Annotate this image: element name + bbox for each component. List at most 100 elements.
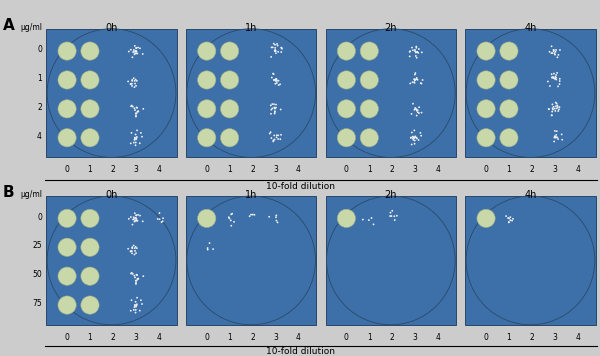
Circle shape (477, 71, 495, 89)
Text: 0: 0 (37, 213, 42, 221)
Circle shape (337, 209, 356, 227)
Circle shape (134, 50, 136, 52)
Circle shape (135, 50, 137, 52)
Circle shape (414, 49, 416, 51)
Text: 2: 2 (110, 165, 115, 174)
Circle shape (134, 312, 136, 314)
Circle shape (396, 215, 398, 217)
Circle shape (133, 49, 135, 51)
Circle shape (337, 129, 356, 147)
Circle shape (134, 253, 136, 255)
Circle shape (360, 42, 379, 60)
Circle shape (556, 108, 558, 109)
Circle shape (500, 71, 518, 89)
Circle shape (136, 274, 138, 276)
Circle shape (412, 137, 414, 139)
Circle shape (412, 139, 414, 141)
Circle shape (269, 132, 271, 135)
Text: 10-fold dilution: 10-fold dilution (265, 347, 335, 356)
Circle shape (273, 79, 275, 81)
Circle shape (556, 136, 557, 138)
Circle shape (507, 217, 509, 219)
Circle shape (133, 275, 136, 277)
Circle shape (505, 215, 507, 217)
Circle shape (415, 72, 416, 74)
FancyBboxPatch shape (326, 29, 456, 157)
Circle shape (418, 139, 419, 141)
Text: 0: 0 (484, 333, 488, 341)
Circle shape (409, 56, 410, 57)
Circle shape (508, 221, 510, 223)
Circle shape (58, 296, 76, 314)
Circle shape (554, 137, 556, 138)
Circle shape (270, 113, 272, 115)
Text: 0: 0 (205, 165, 209, 174)
Circle shape (131, 80, 133, 82)
Circle shape (131, 56, 133, 58)
Circle shape (281, 48, 283, 49)
Circle shape (136, 247, 138, 249)
Circle shape (413, 82, 415, 84)
Circle shape (134, 277, 136, 278)
Circle shape (137, 214, 139, 216)
Text: 2h: 2h (385, 23, 397, 33)
Circle shape (139, 310, 140, 312)
Circle shape (337, 100, 356, 118)
Circle shape (272, 73, 274, 74)
Circle shape (421, 83, 422, 84)
Circle shape (130, 83, 131, 85)
Circle shape (389, 212, 391, 214)
Text: 1: 1 (227, 333, 232, 341)
Text: 2: 2 (390, 165, 395, 174)
Circle shape (559, 80, 560, 82)
Text: 2: 2 (37, 103, 42, 112)
Text: 3: 3 (133, 165, 138, 174)
Circle shape (555, 134, 557, 136)
Circle shape (133, 51, 135, 53)
Circle shape (142, 220, 143, 222)
Circle shape (136, 80, 138, 82)
Circle shape (477, 209, 495, 227)
Text: 3: 3 (552, 333, 557, 341)
Circle shape (275, 80, 277, 82)
Circle shape (417, 52, 419, 54)
Text: 0: 0 (205, 333, 209, 341)
Text: 1: 1 (506, 333, 511, 341)
Circle shape (360, 100, 379, 118)
Circle shape (131, 252, 133, 254)
Circle shape (422, 79, 424, 81)
Text: 1: 1 (367, 333, 371, 341)
Circle shape (274, 83, 276, 85)
Circle shape (136, 130, 138, 131)
Circle shape (556, 105, 559, 106)
Circle shape (230, 214, 232, 215)
Circle shape (554, 78, 556, 80)
Text: 3: 3 (133, 333, 138, 341)
Circle shape (136, 220, 139, 222)
Text: 3: 3 (273, 333, 278, 341)
Text: μg/ml: μg/ml (20, 190, 42, 199)
Circle shape (130, 83, 132, 85)
Text: 0: 0 (344, 333, 349, 341)
Circle shape (139, 142, 140, 144)
Circle shape (271, 103, 273, 105)
Circle shape (135, 79, 137, 80)
Text: 1: 1 (88, 165, 92, 174)
Text: 3: 3 (413, 333, 418, 341)
Circle shape (274, 44, 276, 46)
Text: 4: 4 (436, 333, 440, 341)
Circle shape (551, 111, 553, 112)
Circle shape (162, 220, 164, 222)
Circle shape (413, 109, 415, 111)
Text: 0h: 0h (106, 190, 118, 200)
Circle shape (554, 136, 556, 138)
Text: B: B (3, 185, 14, 200)
Text: 2: 2 (250, 333, 255, 341)
Circle shape (411, 47, 413, 48)
Circle shape (135, 283, 137, 285)
Circle shape (137, 278, 139, 279)
Circle shape (509, 219, 511, 221)
Circle shape (128, 218, 130, 220)
Circle shape (466, 196, 595, 325)
Circle shape (139, 215, 141, 216)
